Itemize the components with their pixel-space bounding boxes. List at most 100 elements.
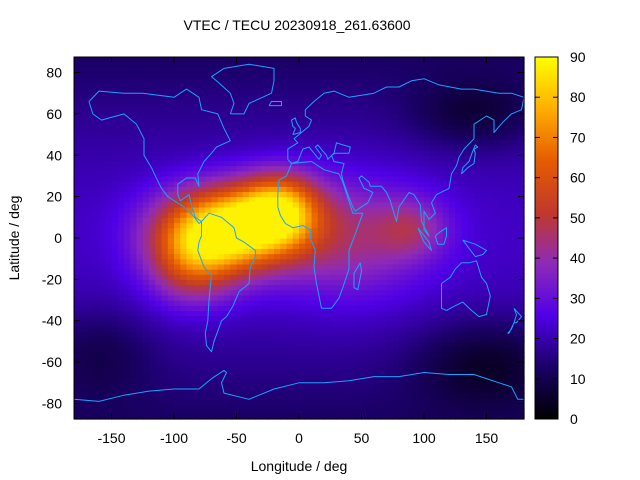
heatmap-cell [492,181,500,187]
heatmap-cell [392,393,400,399]
heatmap-cell [511,98,519,105]
heatmap-cell [311,413,319,420]
heatmap-cell [92,201,100,208]
heatmap-cell [336,175,344,182]
heatmap-cell [430,82,438,89]
heatmap-cell [180,57,188,63]
heatmap-cell [130,300,138,306]
heatmap-cell [142,212,150,218]
heatmap-cell [486,57,494,63]
heatmap-cell [180,113,188,120]
heatmap-cell [186,129,194,136]
heatmap-cell [230,124,238,130]
heatmap-cell [480,191,488,198]
heatmap-cell [474,175,481,182]
heatmap-cell [211,284,219,291]
heatmap-cell [386,289,394,296]
heatmap-cell [255,356,263,363]
heatmap-cell [92,217,100,224]
heatmap-cell [417,253,425,260]
heatmap-cell [324,134,331,141]
heatmap-cell [336,232,344,239]
heatmap-cell [430,201,438,208]
heatmap-cell [342,300,350,306]
heatmap-cell [92,88,100,94]
heatmap-cell [217,382,225,389]
heatmap-cell [99,150,106,156]
heatmap-cell [136,144,144,151]
heatmap-cell [449,124,456,130]
heatmap-cell [224,186,231,193]
heatmap-cell [211,253,219,260]
heatmap-cell [330,93,338,99]
heatmap-cell [386,119,394,125]
heatmap-cell [324,201,331,208]
heatmap-cell [105,408,113,415]
heatmap-cell [367,217,375,224]
heatmap-cell [199,413,206,420]
heatmap-cell [330,382,338,389]
heatmap-cell [186,119,194,125]
heatmap-cell [180,243,188,249]
heatmap-cell [305,108,313,115]
heatmap-cell [355,144,363,151]
heatmap-cell [80,362,88,368]
heatmap-cell [99,403,106,410]
heatmap-cell [449,77,456,84]
heatmap-cell [436,77,444,84]
heatmap-cell [167,258,175,265]
heatmap-cell [461,393,469,399]
heatmap-cell [286,217,294,224]
heatmap-cell [86,165,94,172]
heatmap-cell [436,341,444,348]
heatmap-cell [505,62,513,68]
heatmap-cell [430,362,438,368]
heatmap-cell [511,382,519,389]
heatmap-cell [330,222,338,229]
heatmap-cell [167,243,175,249]
heatmap-cell [161,289,169,296]
heatmap-cell [167,351,175,358]
heatmap-cell [299,362,306,368]
heatmap-cell [299,72,306,79]
heatmap-cell [336,346,344,353]
heatmap-cell [517,403,525,410]
heatmap-cell [261,253,269,260]
heatmap-cell [99,362,106,368]
heatmap-cell [124,144,131,151]
heatmap-cell [455,57,463,63]
heatmap-cell [174,170,181,177]
heatmap-cell [455,346,463,353]
heatmap-cell [386,300,394,306]
heatmap-cell [292,382,300,389]
heatmap-cell [286,367,294,374]
heatmap-cell [80,119,88,125]
heatmap-cell [511,331,519,337]
heatmap-cell [467,367,475,374]
heatmap-cell [117,160,125,167]
heatmap-cell [324,238,331,244]
heatmap-cell [349,155,356,162]
heatmap-cell [224,279,231,286]
heatmap-cell [361,93,369,99]
heatmap-cell [230,398,238,405]
heatmap-cell [167,181,175,187]
heatmap-cell [317,341,325,348]
heatmap-cell [305,144,313,151]
heatmap-cell [130,124,138,130]
heatmap-cell [142,253,150,260]
heatmap-cell [192,315,200,322]
heatmap-cell [292,139,300,146]
heatmap-cell [92,150,100,156]
heatmap-cell [299,284,306,291]
heatmap-cell [217,305,225,311]
heatmap-cell [111,377,119,384]
heatmap-cell [280,336,288,343]
heatmap-cell [192,331,200,337]
heatmap-cell [86,212,94,218]
heatmap-cell [330,103,338,110]
heatmap-cell [399,67,406,74]
heatmap-cell [449,82,456,89]
heatmap-cell [124,139,131,146]
heatmap-cell [411,217,419,224]
